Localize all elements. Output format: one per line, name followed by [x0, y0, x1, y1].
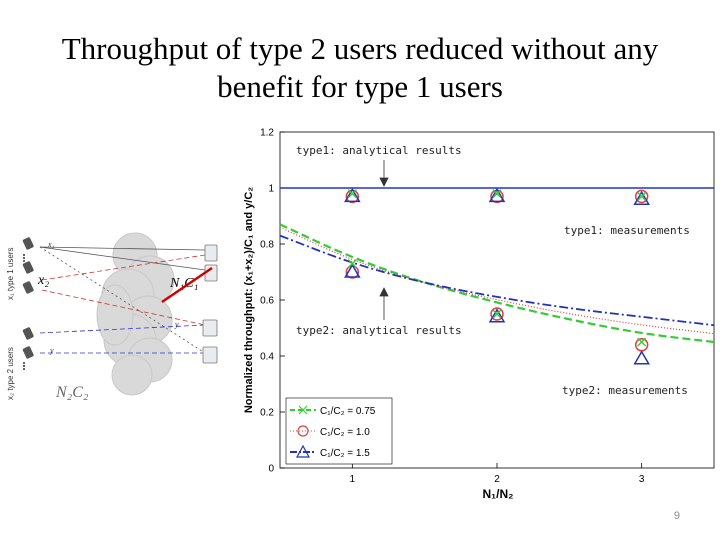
title-line-2: benefit for type 1 users: [217, 69, 503, 104]
y-tick-label: 0.2: [260, 408, 274, 419]
annotation-type2-analytical: type2: analytical results: [296, 324, 462, 337]
measurement-point-triangle: [633, 190, 650, 205]
measurement-point-triangle: [344, 187, 361, 203]
page-number: 9: [673, 510, 680, 522]
y-tick-label: 0: [268, 464, 274, 475]
x-tick-label: 3: [639, 474, 645, 485]
measurement-point-x: [347, 259, 357, 269]
x-axis-label: N₁/N₂: [483, 487, 514, 501]
annotation-type2-measurements: type2: measurements: [562, 384, 688, 397]
x-tick-label: 2: [494, 474, 500, 485]
measurement-point-circle: [634, 189, 649, 204]
n1c1-label: N₁C₁: [170, 276, 199, 291]
annotation-type1-measurements: type1: measurements: [564, 224, 690, 237]
measurement-point-triangle: [633, 350, 650, 365]
series-line: [279, 223, 715, 344]
measurement-point-triangle: [344, 263, 361, 278]
measurement-point-triangle: [488, 187, 506, 203]
measurement-point-x: [492, 189, 502, 199]
y-tick-label: 0.6: [260, 296, 274, 307]
throughput-chart: 0 0.2 0.4 0.6 0.8 1 1.2 1 2 3 type1: analytical r…: [243, 128, 715, 501]
network-diagram: x₁ type 1 users x₂ type 2 users x₁ y y N…: [6, 232, 218, 401]
legend-label-0: C₁/C₂ = 0.75: [320, 406, 376, 417]
red-link-line: [161, 266, 213, 304]
server-icons: [202, 244, 218, 364]
annotation-type1-analytical: type1: analytical results: [296, 144, 462, 157]
x2-overlay-label: x₂: [38, 273, 50, 288]
legend-line-2: [290, 444, 316, 458]
legend-label-2: C₁/C₂ = 1.5: [320, 448, 370, 459]
measurement-point-circle: [490, 307, 504, 321]
mobile-devices: [22, 237, 34, 359]
title-line-1: Throughput of type 2 users reduced witho…: [61, 31, 659, 66]
annotation-arrows: [379, 160, 389, 320]
legend-label-1: C₁/C₂ = 1.0: [320, 427, 370, 438]
y-label-right: y: [174, 320, 179, 329]
connection-lines: [39, 246, 206, 354]
network-cloud: [96, 232, 175, 396]
left-label-bottom: x₂ type 2 users: [6, 347, 15, 400]
measurement-point-x: [637, 337, 647, 347]
n2c2-label: N₂C₂: [55, 384, 89, 401]
y-axis-label: Normalized throughput: (x₁+x₂)/C₁ and y/…: [243, 187, 255, 413]
series-line: [279, 226, 715, 335]
measurement-point-x: [492, 309, 502, 319]
x-tick-label: 1: [350, 474, 356, 485]
ellipsis-dots: [23, 254, 25, 370]
y-tick-label: 1.2: [260, 128, 274, 139]
y-tick-label: 1: [268, 184, 274, 195]
legend-line-0: [290, 405, 316, 415]
slide-title: Throughput of type 2 users reduced witho…: [0, 30, 720, 106]
y-tick-label: 0.8: [260, 240, 274, 251]
measurement-point-x: [637, 191, 647, 201]
y-tick-label: 0.4: [260, 352, 274, 363]
series-line: [279, 234, 715, 327]
measurement-point-x: [347, 189, 357, 199]
measurement-point-triangle: [488, 308, 506, 323]
y-label: y: [49, 346, 54, 355]
x1-label: x₁: [47, 240, 55, 249]
left-label-top: x₁ type 1 users: [6, 248, 15, 301]
legend-line-1: [290, 425, 316, 437]
